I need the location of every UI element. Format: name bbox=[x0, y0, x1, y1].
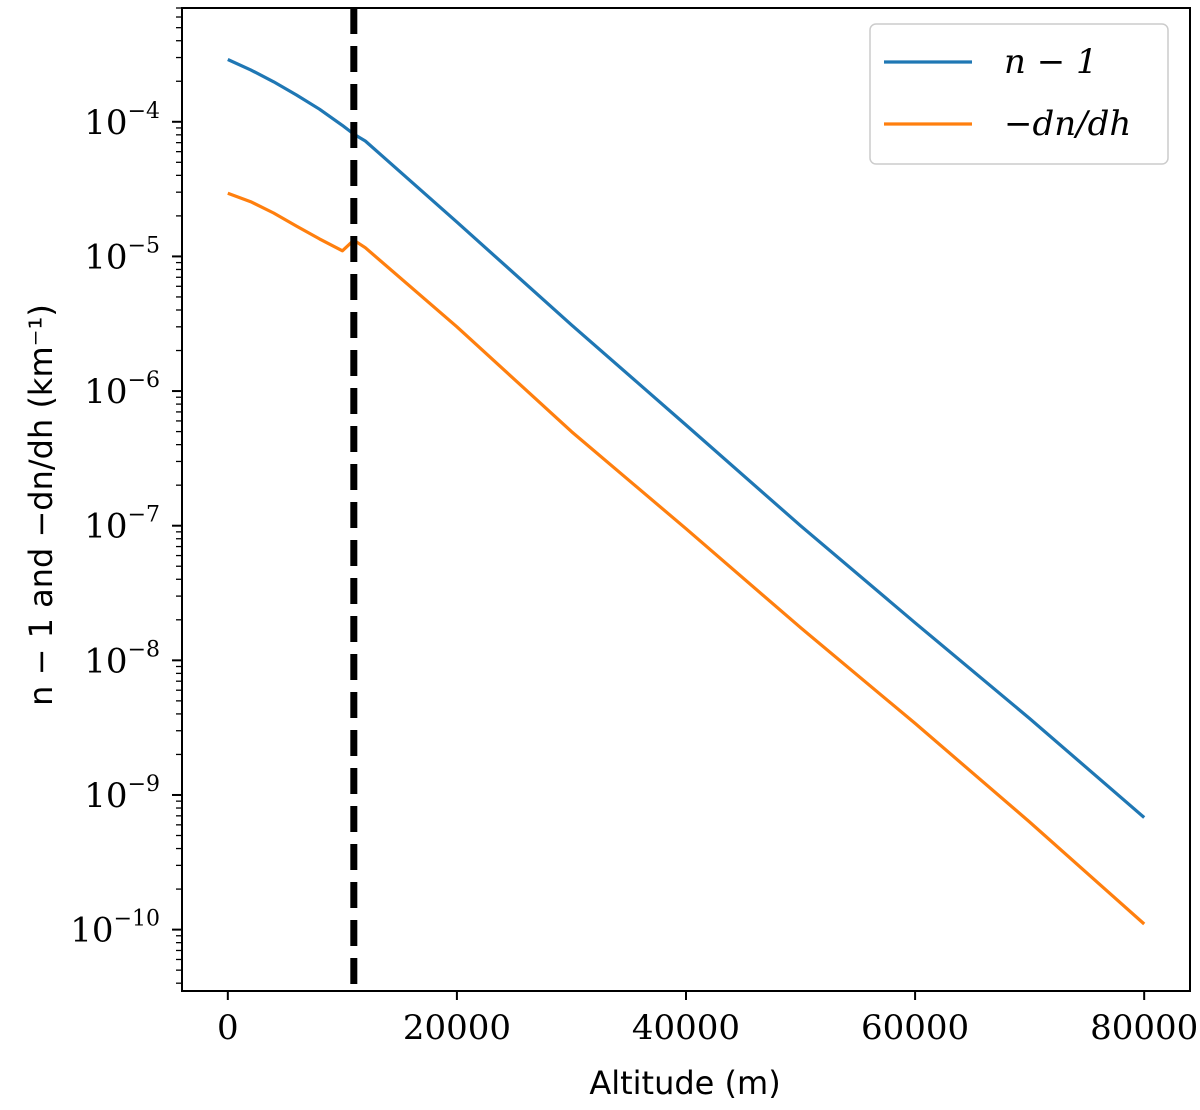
y-axis-title: n − 1 and −dn/dh (km⁻¹) bbox=[22, 304, 60, 706]
x-tick-label: 0 bbox=[217, 1008, 239, 1048]
x-tick-label: 60000 bbox=[861, 1008, 969, 1048]
y-tick-label: 10−9 bbox=[84, 772, 160, 816]
x-axis-title: Altitude (m) bbox=[589, 1064, 780, 1102]
legend-box bbox=[869, 23, 1169, 165]
y-tick-label: 10−7 bbox=[84, 503, 160, 547]
x-tick-label: 20000 bbox=[403, 1008, 511, 1048]
y-tick-label: 10−6 bbox=[84, 368, 160, 412]
y-tick-label: 10−8 bbox=[84, 637, 160, 681]
y-tick-label: 10−5 bbox=[84, 233, 160, 277]
x-tick-label: 40000 bbox=[632, 1008, 740, 1048]
series-line-1 bbox=[227, 58, 1146, 819]
legend: n − 1 −dn/dh bbox=[869, 23, 1169, 165]
series-line-2 bbox=[227, 191, 1146, 926]
x-tick-label: 80000 bbox=[1090, 1008, 1198, 1048]
legend-label-1: n − 1 bbox=[1004, 42, 1098, 82]
y-tick-label: 10−10 bbox=[70, 907, 160, 951]
legend-label-2: −dn/dh bbox=[1004, 104, 1131, 144]
y-tick-label: 10−4 bbox=[84, 99, 160, 143]
plot-area bbox=[227, 8, 1146, 991]
axes: 0 20000 40000 60000 80000 10−4 10−5 10−6 10−7 10−… bbox=[70, 7, 1198, 1048]
